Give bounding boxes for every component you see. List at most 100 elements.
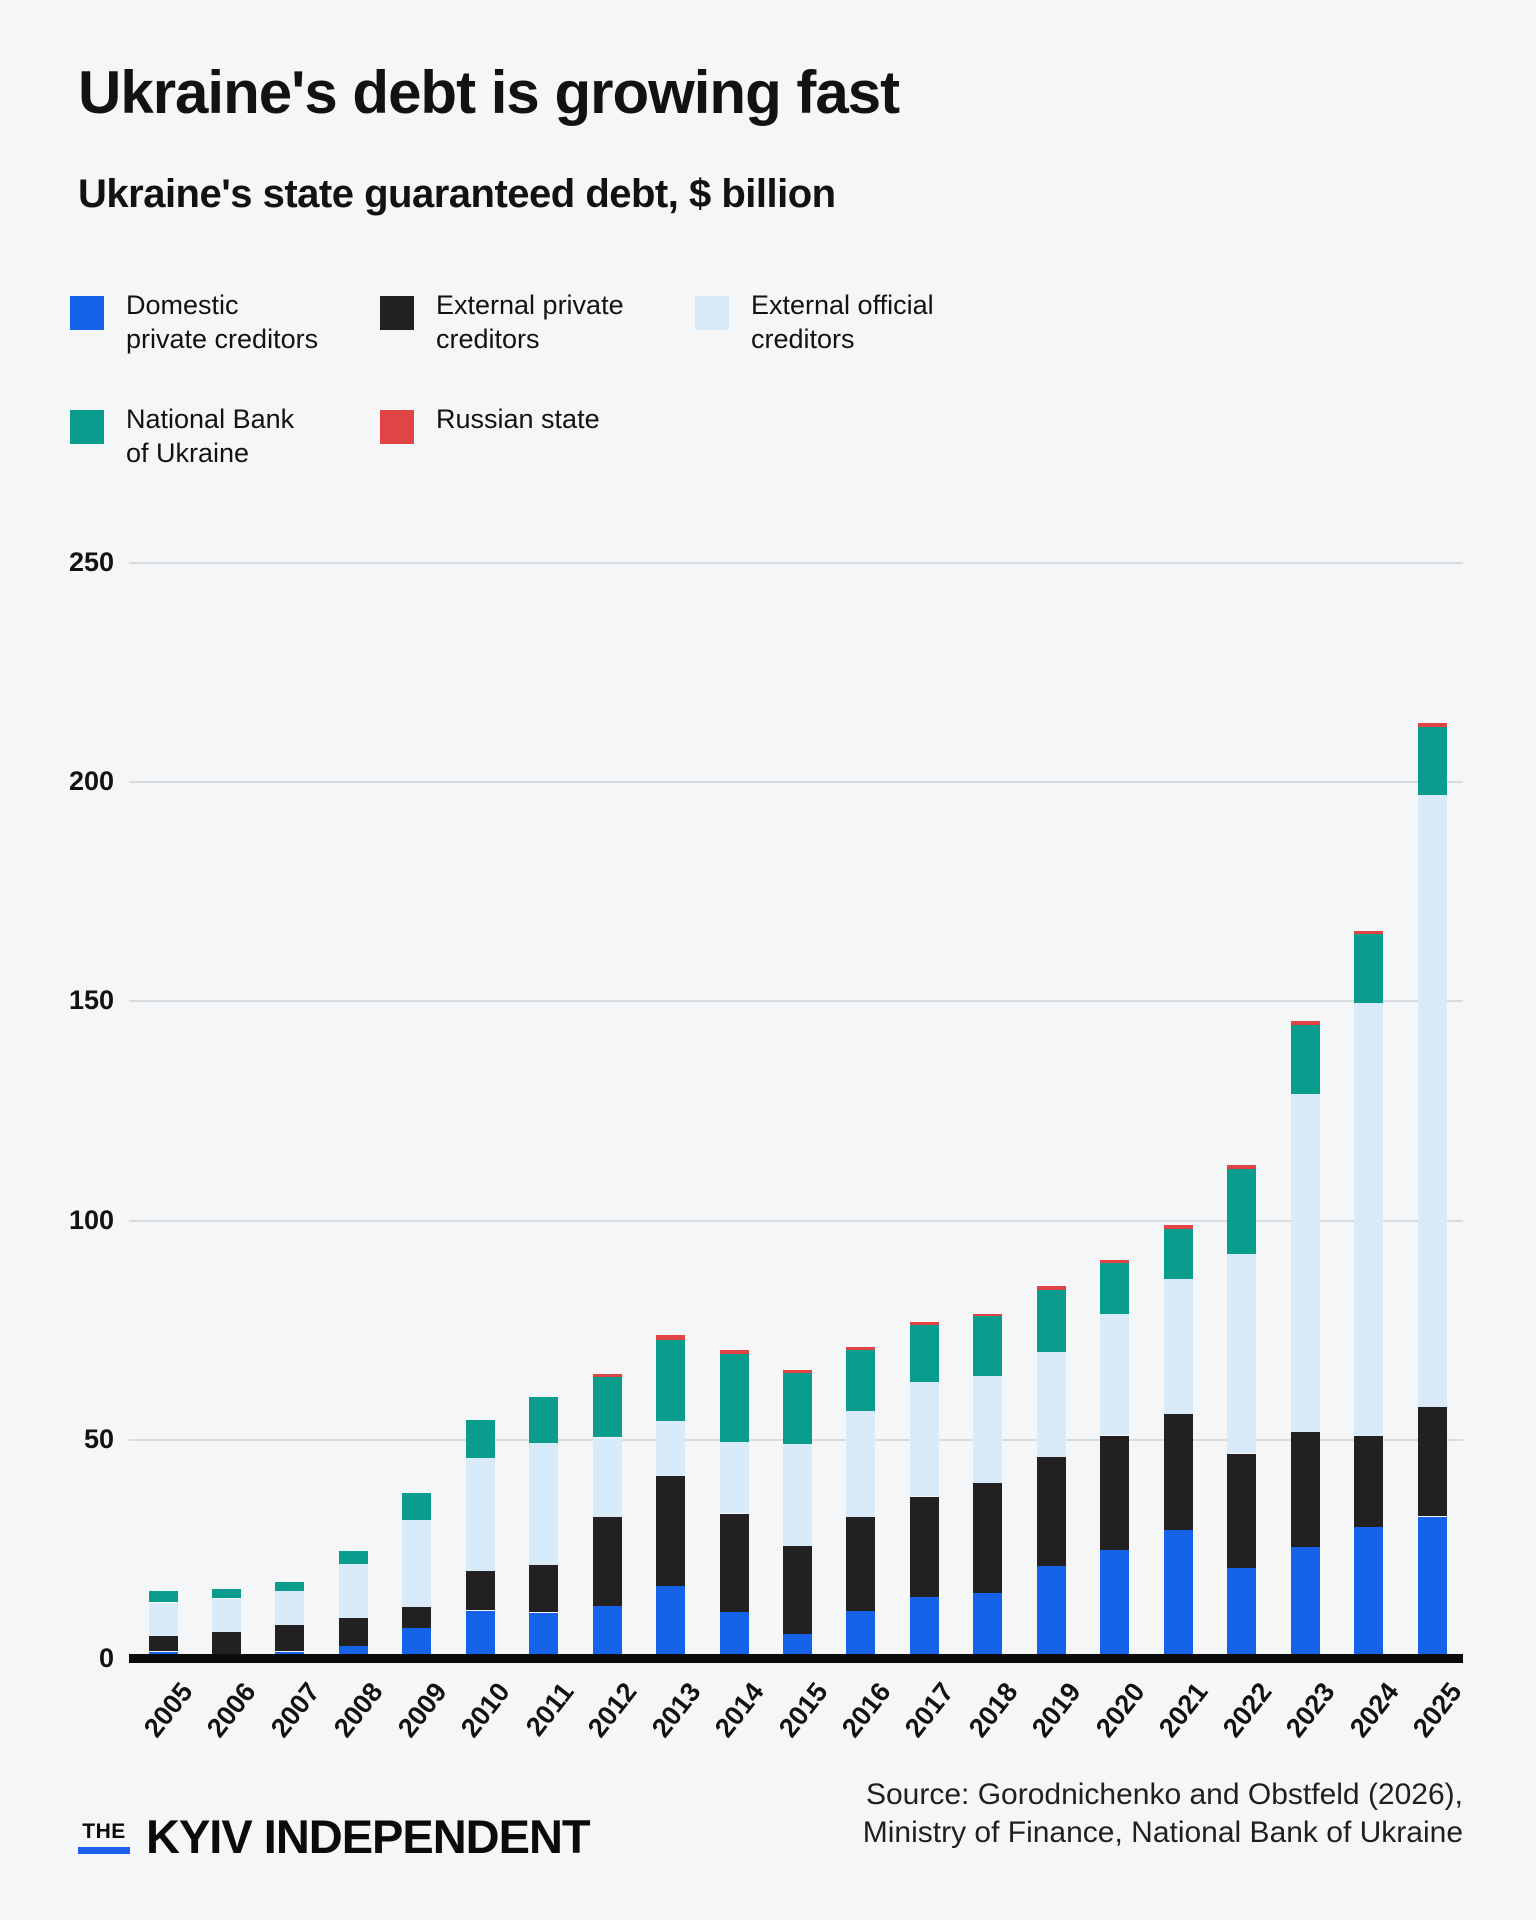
bar-segment-2015-external-official-creditors (783, 1444, 812, 1546)
bar-segment-2013-external-official-creditors (656, 1421, 685, 1476)
bar-segment-2022-domestic-private-creditors (1227, 1568, 1256, 1659)
bar-segment-2005-external-official-creditors (149, 1603, 178, 1636)
bar-segment-2006-external-official-creditors (212, 1599, 241, 1632)
bar-segment-2008-national-bank-of-ukraine (339, 1551, 368, 1564)
bar-segment-2017-national-bank-of-ukraine (910, 1325, 939, 1382)
logo-underline-bar (78, 1846, 130, 1854)
bar-segment-2017-domestic-private-creditors (910, 1596, 939, 1659)
bar-segment-2024-external-official-creditors (1354, 1003, 1383, 1436)
bar-segment-2020-domestic-private-creditors (1100, 1550, 1129, 1659)
bar-segment-2019-external-private-creditors (1037, 1456, 1066, 1566)
bar-segment-2010-national-bank-of-ukraine (466, 1420, 495, 1458)
bar-segment-2018-external-official-creditors (973, 1376, 1002, 1483)
y-tick-label-150: 150 (68, 985, 114, 1015)
bar-segment-2016-russian-state (846, 1347, 875, 1350)
bar-segment-2023-domestic-private-creditors (1291, 1547, 1320, 1659)
logo-the-text: THE (82, 1819, 126, 1843)
bar-segment-2013-external-private-creditors (656, 1476, 685, 1586)
bar-segment-2021-russian-state (1164, 1225, 1193, 1229)
bar-segment-2006-external-private-creditors (212, 1632, 241, 1655)
bar-segment-2019-external-official-creditors (1037, 1352, 1066, 1457)
logo-name-text: KYIV INDEPENDENT (146, 1810, 591, 1863)
bar-segment-2005-national-bank-of-ukraine (149, 1591, 178, 1602)
chart-title: Ukraine's debt is growing fast (78, 59, 900, 126)
gridline-150 (129, 1000, 1463, 1002)
bar-segment-2020-russian-state (1100, 1260, 1129, 1263)
bar-segment-2023-external-private-creditors (1291, 1432, 1320, 1547)
bar-segment-2021-external-official-creditors (1164, 1279, 1193, 1414)
bar-segment-2014-domestic-private-creditors (720, 1612, 749, 1659)
bar-segment-2024-national-bank-of-ukraine (1354, 934, 1383, 1003)
bar-segment-2018-external-private-creditors (973, 1483, 1002, 1593)
bar-segment-2010-domestic-private-creditors (466, 1611, 495, 1659)
bar-segment-2021-domestic-private-creditors (1164, 1530, 1193, 1659)
bar-segment-2014-external-private-creditors (720, 1514, 749, 1612)
bar-segment-2016-external-official-creditors (846, 1411, 875, 1517)
bar-segment-2016-external-private-creditors (846, 1517, 875, 1611)
publisher-logo: THE KYIV INDEPENDENT (78, 1810, 591, 1863)
bar-segment-2014-national-bank-of-ukraine (720, 1354, 749, 1442)
bar-segment-2015-russian-state (783, 1370, 812, 1373)
bar-segment-2025-external-official-creditors (1418, 795, 1447, 1407)
gridline-100 (129, 1220, 1463, 1222)
bar-segment-2022-external-official-creditors (1227, 1254, 1256, 1453)
bar-segment-2018-national-bank-of-ukraine (973, 1316, 1002, 1376)
bar-segment-2022-external-private-creditors (1227, 1454, 1256, 1568)
bar-segment-2023-national-bank-of-ukraine (1291, 1024, 1320, 1094)
source-line-1: Source: Gorodnichenko and Obstfeld (2026… (865, 1778, 1463, 1811)
bar-segment-2009-external-official-creditors (402, 1520, 431, 1607)
y-tick-label-0: 0 (98, 1643, 114, 1673)
bar-segment-2009-national-bank-of-ukraine (402, 1493, 431, 1520)
bar-segment-2008-external-private-creditors (339, 1618, 368, 1646)
bar-segment-2006-national-bank-of-ukraine (212, 1589, 241, 1598)
chart-subtitle: Ukraine's state guaranteed debt, $ billi… (78, 172, 836, 216)
bar-segment-2007-external-official-creditors (275, 1591, 304, 1625)
bar-segment-2021-national-bank-of-ukraine (1164, 1229, 1193, 1279)
y-tick-label-250: 250 (68, 547, 114, 577)
bar-segment-2007-external-private-creditors (275, 1625, 304, 1651)
bar-segment-2012-external-private-creditors (593, 1517, 622, 1606)
bar-segment-2025-national-bank-of-ukraine (1418, 727, 1447, 795)
bar-segment-2007-national-bank-of-ukraine (275, 1582, 304, 1591)
bar-segment-2013-domestic-private-creditors (656, 1585, 685, 1659)
bar-segment-2019-domestic-private-creditors (1037, 1566, 1066, 1659)
bar-segment-2009-external-private-creditors (402, 1607, 431, 1628)
bar-segment-2012-national-bank-of-ukraine (593, 1376, 622, 1437)
bar-segment-2016-domestic-private-creditors (846, 1611, 875, 1659)
bar-segment-2013-national-bank-of-ukraine (656, 1340, 685, 1421)
y-tick-label-200: 200 (68, 766, 114, 796)
bar-segment-2020-national-bank-of-ukraine (1100, 1263, 1129, 1314)
bar-segment-2010-external-private-creditors (466, 1571, 495, 1610)
bar-segment-2023-russian-state (1291, 1021, 1320, 1025)
bar-segment-2015-external-private-creditors (783, 1545, 812, 1634)
bar-segment-2011-external-official-creditors (529, 1443, 558, 1565)
y-tick-label-50: 50 (83, 1424, 114, 1454)
gridline-250 (129, 562, 1463, 564)
bar-segment-2024-external-private-creditors (1354, 1436, 1383, 1527)
bar-segment-2024-russian-state (1354, 931, 1383, 934)
bar-segment-2011-national-bank-of-ukraine (529, 1397, 558, 1443)
bar-segment-2025-domestic-private-creditors (1418, 1517, 1447, 1659)
bar-segment-2019-russian-state (1037, 1286, 1066, 1290)
bar-segment-2018-russian-state (973, 1314, 1002, 1316)
bar-segment-2012-russian-state (593, 1374, 622, 1377)
bar-segment-2025-russian-state (1418, 723, 1447, 727)
bar-segment-2022-national-bank-of-ukraine (1227, 1169, 1256, 1254)
bar-segment-2025-external-private-creditors (1418, 1407, 1447, 1516)
source-line-2: Ministry of Finance, National Bank of Uk… (862, 1816, 1463, 1849)
bar-segment-2021-external-private-creditors (1164, 1414, 1193, 1530)
gridline-200 (129, 781, 1463, 783)
bar-segment-2022-russian-state (1227, 1165, 1256, 1169)
bar-segment-2020-external-official-creditors (1100, 1314, 1129, 1435)
bar-segment-2008-external-official-creditors (339, 1564, 368, 1618)
source-attribution: Source: Gorodnichenko and Obstfeld (2026… (863, 1776, 1463, 1852)
y-tick-label-100: 100 (68, 1205, 114, 1235)
bar-segment-2010-external-official-creditors (466, 1457, 495, 1571)
x-axis-line (129, 1654, 1463, 1663)
bar-segment-2015-national-bank-of-ukraine (783, 1373, 812, 1444)
bar-segment-2017-russian-state (910, 1322, 939, 1325)
bar-segment-2009-domestic-private-creditors (402, 1628, 431, 1659)
bar-segment-2018-domestic-private-creditors (973, 1593, 1002, 1659)
